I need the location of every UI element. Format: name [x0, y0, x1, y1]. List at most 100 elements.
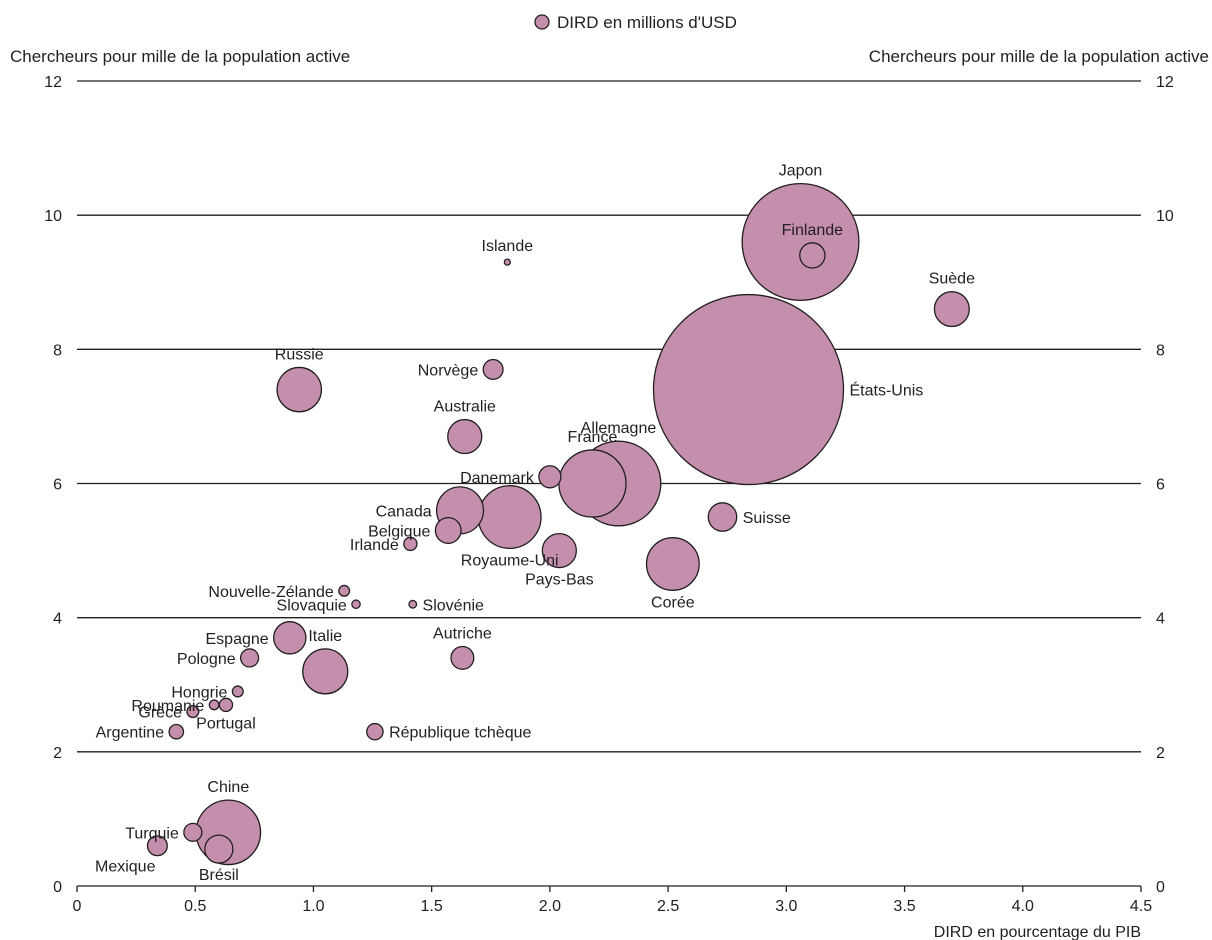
- bubble-labels: États-Unis Japon Finlande Suède Islande Norvè…: [95, 163, 975, 884]
- bubble-label: Pays-Bas: [525, 572, 593, 589]
- bubble: [239, 648, 260, 668]
- bubble-label: Grèce: [138, 705, 182, 722]
- y-tick-label-right: 2: [1156, 745, 1165, 762]
- bubble: [538, 465, 562, 489]
- bubble-label: Italie: [308, 628, 342, 645]
- bubble-label: République tchèque: [389, 725, 531, 742]
- x-tick-label: 3.0: [775, 898, 797, 915]
- bubble-label: Espagne: [206, 631, 269, 648]
- x-tick-label: 4.0: [1012, 898, 1034, 915]
- bubble-label: Hongrie: [171, 684, 227, 701]
- bubble-label: Pologne: [177, 651, 236, 668]
- bubble-label: Islande: [482, 238, 534, 255]
- bubble: [477, 485, 542, 550]
- bubble-label: Danemark: [460, 470, 535, 487]
- legend-label: DIRD en millions d'USD: [557, 13, 737, 32]
- bubble: [741, 182, 860, 302]
- bubble-label: Norvège: [418, 362, 479, 379]
- bubble-label: Irlande: [350, 537, 399, 554]
- x-tick-label: 0: [73, 898, 82, 915]
- bubble: [351, 599, 361, 610]
- bubble-label: Roumanie: [131, 698, 204, 715]
- bubble: [558, 449, 627, 518]
- bubble-label: Brésil: [199, 867, 239, 884]
- bubble-label: Autriche: [433, 626, 492, 643]
- bubble: [434, 516, 462, 544]
- x-tick-label: 0.5: [184, 898, 206, 915]
- bubble-label: Japon: [779, 163, 823, 180]
- bubble: [450, 645, 475, 670]
- bubble-label: Allemagne: [581, 420, 657, 437]
- bubble-label: France: [568, 429, 618, 446]
- bubble: [366, 722, 384, 741]
- bubble: [204, 834, 234, 864]
- bubble-label: Mexique: [95, 859, 156, 876]
- legend: DIRD en millions d'USD: [534, 13, 737, 32]
- y-tick-label-left: 6: [53, 477, 62, 494]
- y-tick-label-right: 4: [1156, 611, 1165, 628]
- y-tick-label-left: 4: [53, 611, 62, 628]
- bubble-label: Nouvelle-Zélande: [208, 584, 334, 601]
- x-tick-label: 4.5: [1130, 898, 1152, 915]
- bubble-label: Slovaquie: [277, 597, 347, 614]
- bubble-label: Suède: [929, 271, 975, 288]
- y-tick-label-right: 12: [1156, 74, 1174, 91]
- bubble: [541, 532, 577, 569]
- bubble-label: États-Unis: [850, 381, 924, 400]
- y-tick-label-right: 6: [1156, 477, 1165, 494]
- y-tick-label-right: 10: [1156, 208, 1174, 225]
- x-tick-label: 1.5: [421, 898, 443, 915]
- bubble: [183, 822, 203, 842]
- bubble-label: Portugal: [196, 715, 256, 732]
- bubble-label: Russie: [275, 346, 324, 363]
- bubble: [482, 358, 504, 381]
- y-tick-label-left: 2: [53, 745, 62, 762]
- bubble: [302, 648, 349, 695]
- bubble: [208, 699, 220, 711]
- y-tick-label-left: 0: [53, 879, 62, 896]
- bubble-label: Royaume-Uni: [461, 552, 559, 569]
- bubble: [503, 258, 511, 266]
- bubble: [645, 537, 700, 591]
- bubble-label: Argentine: [96, 725, 165, 742]
- bubble-label: Slovénie: [423, 597, 484, 614]
- x-tick-label: 2.0: [539, 898, 561, 915]
- bubble: [408, 599, 418, 609]
- bubble-label: Chine: [207, 779, 249, 796]
- legend-swatch: [534, 14, 550, 30]
- x-tick-label: 1.0: [302, 898, 324, 915]
- y-tick-label-left: 10: [44, 208, 62, 225]
- bubble: [146, 835, 168, 857]
- bubble: [799, 242, 826, 269]
- bubble-label: Corée: [651, 594, 695, 611]
- bubble: [652, 293, 845, 486]
- bubble: [447, 418, 483, 455]
- bubble: [186, 705, 200, 719]
- bubble-label: Canada: [376, 503, 432, 520]
- bubble: [231, 685, 244, 698]
- y-tick-label-right: 0: [1156, 879, 1165, 896]
- bubble-label: Belgique: [368, 523, 430, 540]
- bubbles: [146, 182, 970, 866]
- y-tick-label-right: 8: [1156, 342, 1165, 359]
- y-tick-label-left: 12: [44, 74, 62, 91]
- bubble: [338, 584, 351, 597]
- x-tick-label: 3.5: [893, 898, 915, 915]
- bubble: [707, 502, 738, 532]
- bubble-label: Australie: [434, 399, 496, 416]
- bubble-label: Turquie: [125, 825, 179, 842]
- x-tick-label: 2.5: [657, 898, 679, 915]
- bubble-label: Suisse: [743, 510, 791, 527]
- y-axis-label-right: Chercheurs pour mille de la population a…: [869, 47, 1209, 66]
- y-tick-label-left: 8: [53, 342, 62, 359]
- bubble: [403, 536, 418, 552]
- bubble: [933, 291, 970, 328]
- bubble: [168, 723, 185, 740]
- bubble: [273, 621, 307, 655]
- x-axis-label: DIRD en pourcentage du PIB: [934, 924, 1141, 940]
- bubble: [276, 366, 323, 413]
- bubble-label: Finlande: [782, 222, 843, 239]
- grid-lines: [77, 80, 1141, 887]
